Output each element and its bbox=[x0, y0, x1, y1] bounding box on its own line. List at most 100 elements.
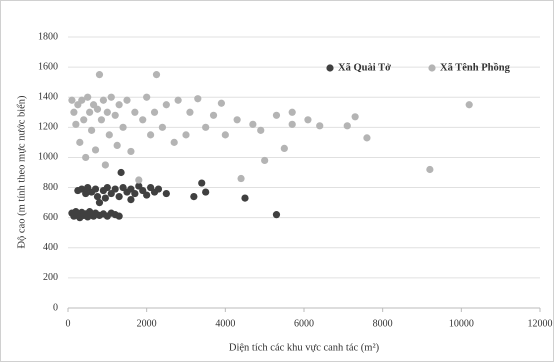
x-tick-label: 8000 bbox=[373, 318, 393, 329]
point bbox=[174, 96, 182, 104]
x-tick-label: 0 bbox=[66, 318, 71, 329]
x-tick-label: 12000 bbox=[528, 318, 553, 329]
point bbox=[147, 131, 155, 139]
point bbox=[233, 116, 241, 124]
point bbox=[280, 144, 288, 153]
point bbox=[91, 185, 100, 193]
point bbox=[93, 105, 102, 113]
point bbox=[131, 189, 139, 198]
point bbox=[127, 147, 135, 156]
point bbox=[162, 189, 170, 198]
point bbox=[209, 111, 218, 119]
y-tick-label: 1400 bbox=[38, 92, 58, 103]
point bbox=[237, 174, 245, 183]
y-tick-label: 0 bbox=[53, 302, 58, 313]
point bbox=[103, 108, 111, 116]
point bbox=[107, 93, 115, 101]
legend-label: Xã Tênh Phồng bbox=[440, 62, 511, 73]
point bbox=[115, 212, 123, 220]
point bbox=[316, 122, 324, 130]
point bbox=[117, 168, 125, 177]
point bbox=[154, 185, 163, 193]
point bbox=[152, 71, 161, 79]
point bbox=[82, 189, 90, 198]
point bbox=[202, 188, 210, 196]
legend-label: Xã Quài Tở bbox=[338, 62, 391, 73]
point bbox=[76, 138, 84, 146]
y-tick-label: 1600 bbox=[38, 61, 58, 72]
y-tick-label: 1000 bbox=[38, 152, 58, 163]
point bbox=[68, 96, 76, 104]
point bbox=[465, 101, 473, 109]
point bbox=[202, 123, 210, 131]
point bbox=[99, 96, 107, 104]
point bbox=[158, 123, 166, 131]
x-tick-label: 10000 bbox=[449, 318, 474, 329]
point bbox=[288, 120, 296, 128]
point bbox=[101, 194, 109, 202]
point bbox=[150, 108, 159, 116]
point bbox=[70, 108, 78, 116]
point bbox=[257, 126, 265, 134]
x-axis-label: Diện tích các khu vực canh tác (m²) bbox=[229, 342, 380, 353]
point bbox=[194, 95, 202, 103]
point bbox=[93, 192, 102, 201]
point bbox=[135, 176, 143, 184]
point bbox=[97, 116, 106, 124]
point bbox=[304, 116, 312, 124]
point bbox=[143, 93, 151, 101]
point bbox=[351, 113, 359, 121]
point bbox=[217, 99, 225, 107]
point bbox=[221, 131, 229, 139]
y-tick-label: 200 bbox=[43, 272, 58, 283]
y-tick-label: 1200 bbox=[38, 122, 58, 133]
point bbox=[115, 192, 123, 201]
y-tick-label: 600 bbox=[43, 212, 58, 223]
point bbox=[241, 194, 249, 202]
point bbox=[91, 146, 100, 154]
point bbox=[272, 211, 281, 219]
x-tick-label: 2000 bbox=[137, 318, 157, 329]
legend-marker bbox=[428, 64, 436, 72]
point bbox=[343, 122, 351, 130]
point bbox=[131, 108, 139, 116]
point bbox=[198, 179, 206, 187]
point bbox=[86, 108, 94, 116]
point bbox=[170, 138, 178, 146]
point bbox=[426, 165, 434, 174]
point bbox=[101, 161, 109, 169]
point bbox=[72, 120, 80, 128]
y-tick-label: 400 bbox=[43, 242, 58, 253]
point bbox=[119, 123, 127, 131]
point bbox=[272, 111, 281, 119]
point bbox=[78, 96, 86, 104]
point bbox=[363, 134, 371, 142]
point bbox=[80, 116, 88, 124]
y-tick-label: 1800 bbox=[38, 31, 58, 42]
x-tick-label: 4000 bbox=[215, 318, 235, 329]
point bbox=[84, 93, 92, 101]
point bbox=[115, 101, 123, 109]
point bbox=[111, 185, 119, 193]
point bbox=[139, 116, 147, 124]
point bbox=[95, 71, 104, 79]
point bbox=[288, 108, 296, 116]
point bbox=[186, 108, 194, 116]
point bbox=[113, 141, 121, 149]
point bbox=[190, 192, 198, 201]
point bbox=[82, 153, 90, 162]
point bbox=[182, 131, 190, 139]
point bbox=[127, 196, 135, 204]
y-axis-label: Độ cao (m tính theo mực nước biển) bbox=[16, 95, 27, 249]
y-tick-label: 800 bbox=[43, 182, 58, 193]
point bbox=[143, 191, 151, 199]
point bbox=[103, 183, 111, 192]
point bbox=[123, 96, 131, 104]
point bbox=[111, 111, 119, 119]
point bbox=[105, 131, 113, 139]
point bbox=[249, 120, 257, 128]
point bbox=[162, 101, 170, 109]
point bbox=[261, 156, 269, 165]
